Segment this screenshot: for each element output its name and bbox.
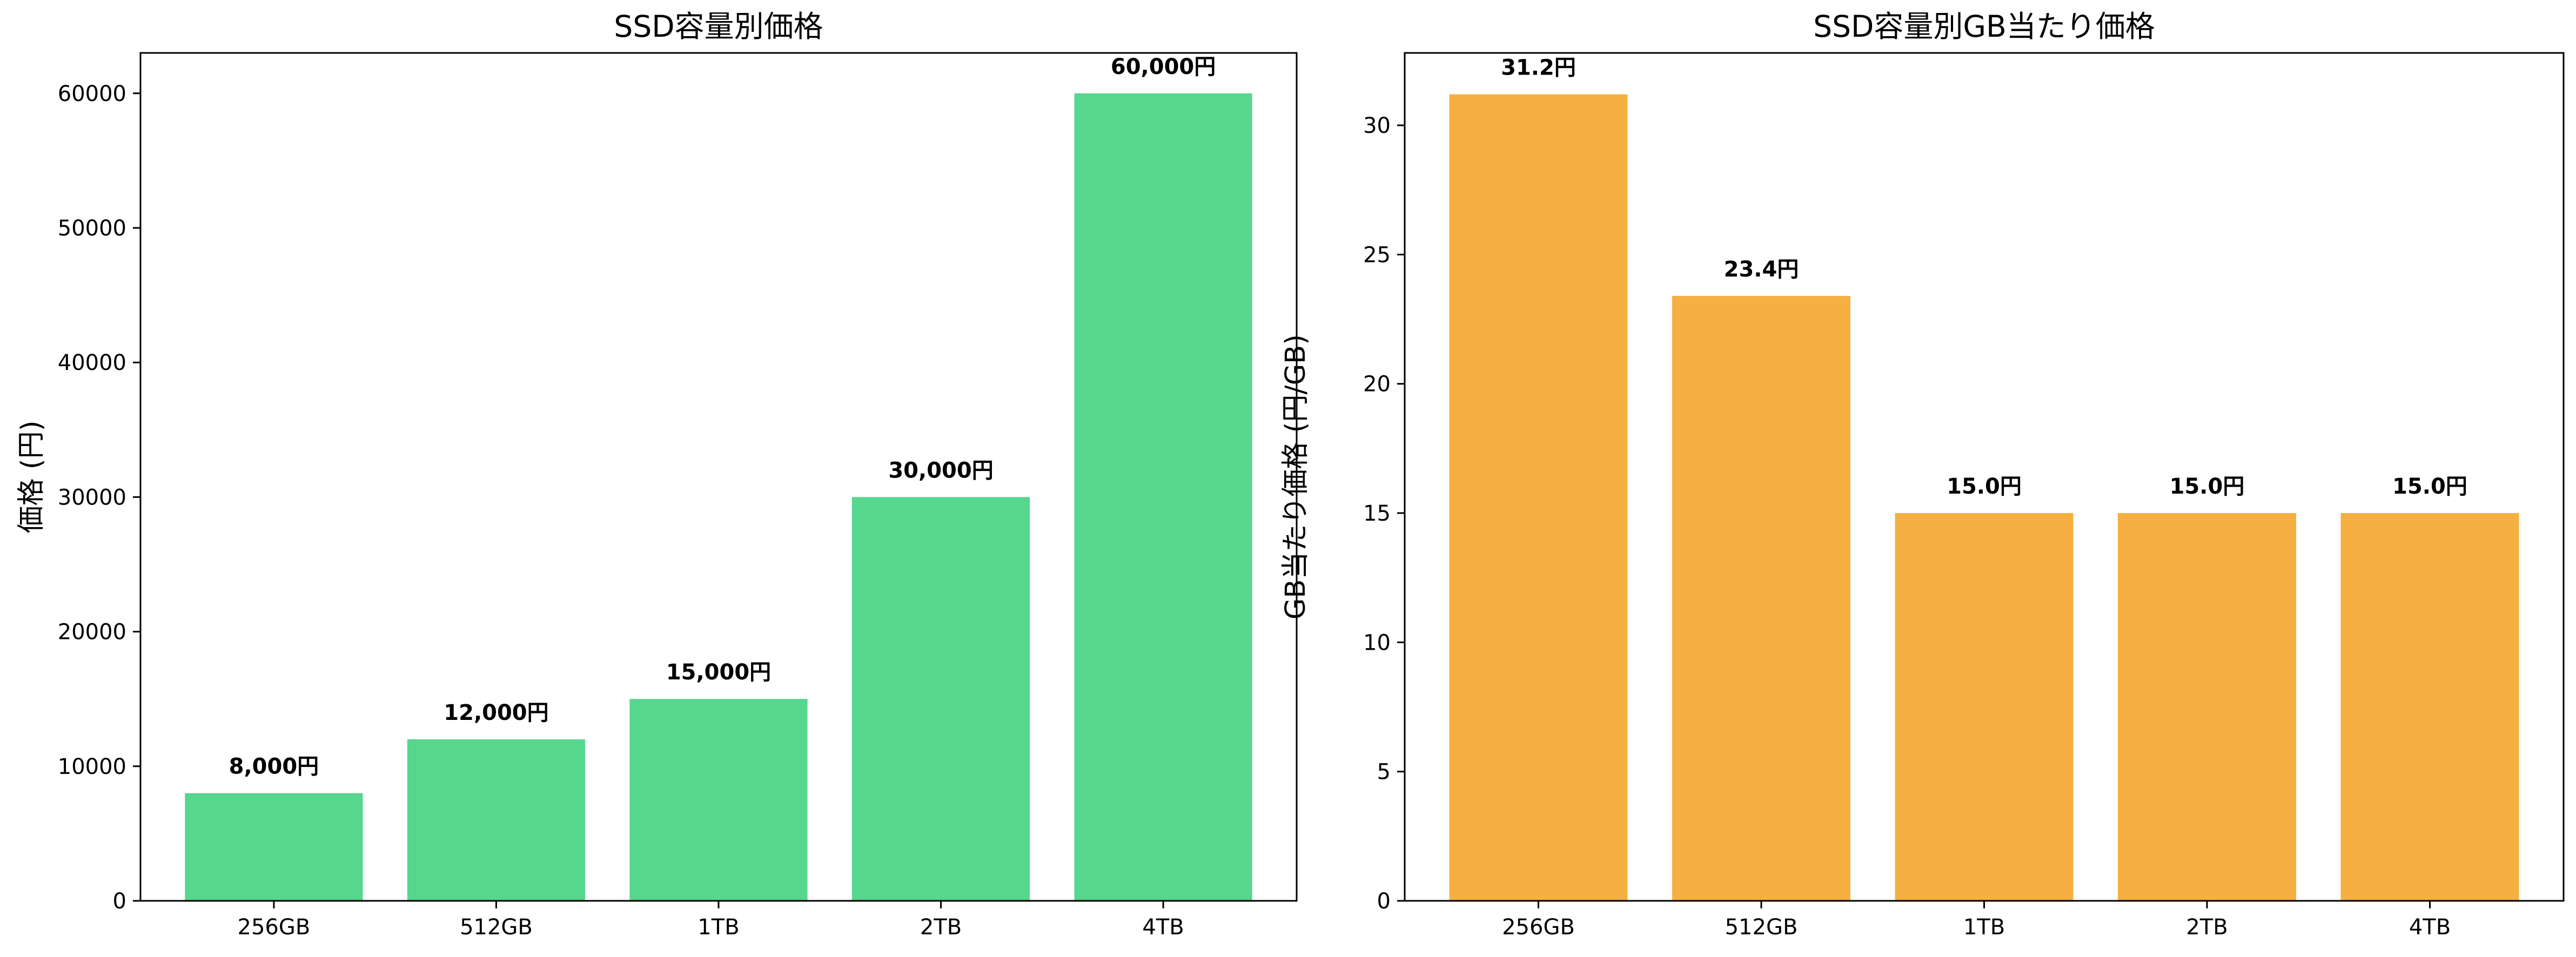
x-tick-label: 2TB	[920, 915, 962, 940]
data-label: 60,000円	[1111, 55, 1216, 79]
bars	[185, 93, 1252, 901]
x-tick-label: 512GB	[460, 915, 533, 940]
data-label: 12,000円	[444, 700, 548, 725]
y-tick-label: 30000	[58, 485, 126, 510]
x-tick-label: 1TB	[697, 915, 739, 940]
y-axis: 0 10000 20000 30000 40000 50000 60000	[58, 82, 140, 914]
data-label: 31.2円	[1501, 56, 1576, 80]
x-axis: 256GB 512GB 1TB 2TB 4TB	[238, 901, 1184, 940]
plot-frame	[139, 52, 1298, 902]
y-tick-label: 50000	[58, 216, 126, 241]
y-tick-label: 60000	[58, 82, 126, 106]
y-tick-label: 5	[1377, 760, 1391, 785]
x-axis: 256GB 512GB 1TB 2TB 4TB	[1502, 901, 2451, 940]
y-axis-label: GB当たり価格 (円/GB)	[1280, 334, 1312, 619]
data-labels: 31.2円 23.4円 15.0円 15.0円 15.0円	[1501, 56, 2467, 499]
plot-frame	[1404, 52, 2565, 902]
x-tick-label: 512GB	[1725, 915, 1798, 940]
x-tick-label: 2TB	[2186, 915, 2228, 940]
bar-256GB	[1449, 94, 1628, 901]
bar-2TB	[851, 497, 1030, 901]
data-label: 15.0円	[2392, 474, 2467, 499]
y-tick-label: 15	[1363, 501, 1391, 526]
data-label: 30,000円	[888, 458, 993, 483]
y-tick-label: 10	[1363, 630, 1391, 655]
data-label: 23.4円	[1724, 257, 1799, 282]
chart-price: SSD容量別価格 価格 (円) 8,000円 12,000円 15,000円 30,0…	[16, 9, 1298, 940]
bar-4TB	[2340, 513, 2519, 901]
bar-1TB	[1895, 513, 2074, 901]
y-tick-label: 0	[113, 889, 126, 914]
chart-title: SSD容量別GB当たり価格	[1813, 9, 2155, 44]
y-axis: 0 5 10 15 20 25 30	[1363, 113, 1405, 914]
y-tick-label: 25	[1363, 242, 1391, 267]
x-tick-label: 4TB	[2409, 915, 2451, 940]
bars	[1449, 94, 2519, 901]
bar-4TB	[1074, 93, 1252, 901]
chart-price-per-gb: SSD容量別GB当たり価格 GB当たり価格 (円/GB) 31.2円 23.4円 1…	[1280, 9, 2565, 940]
y-tick-label: 40000	[58, 351, 126, 375]
data-label: 15.0円	[1947, 474, 2022, 499]
bar-1TB	[629, 699, 808, 901]
x-tick-label: 256GB	[1502, 915, 1575, 940]
x-tick-label: 1TB	[1963, 915, 2005, 940]
bar-512GB	[407, 739, 586, 901]
y-axis-label: 価格 (円)	[16, 420, 48, 533]
bar-256GB	[185, 793, 363, 901]
data-label: 15.0円	[2170, 474, 2245, 499]
x-tick-label: 4TB	[1142, 915, 1184, 940]
x-tick-label: 256GB	[238, 915, 311, 940]
bar-2TB	[2118, 513, 2296, 901]
data-labels: 8,000円 12,000円 15,000円 30,000円 60,000円	[229, 55, 1216, 779]
y-tick-label: 30	[1363, 113, 1391, 138]
data-label: 8,000円	[229, 754, 319, 779]
y-tick-label: 0	[1377, 889, 1391, 914]
y-tick-label: 10000	[58, 754, 126, 779]
bar-512GB	[1672, 295, 1850, 901]
y-tick-label: 20	[1363, 372, 1391, 397]
y-tick-label: 20000	[58, 620, 126, 645]
chart-title: SSD容量別価格	[614, 9, 823, 44]
data-label: 15,000円	[666, 660, 771, 685]
